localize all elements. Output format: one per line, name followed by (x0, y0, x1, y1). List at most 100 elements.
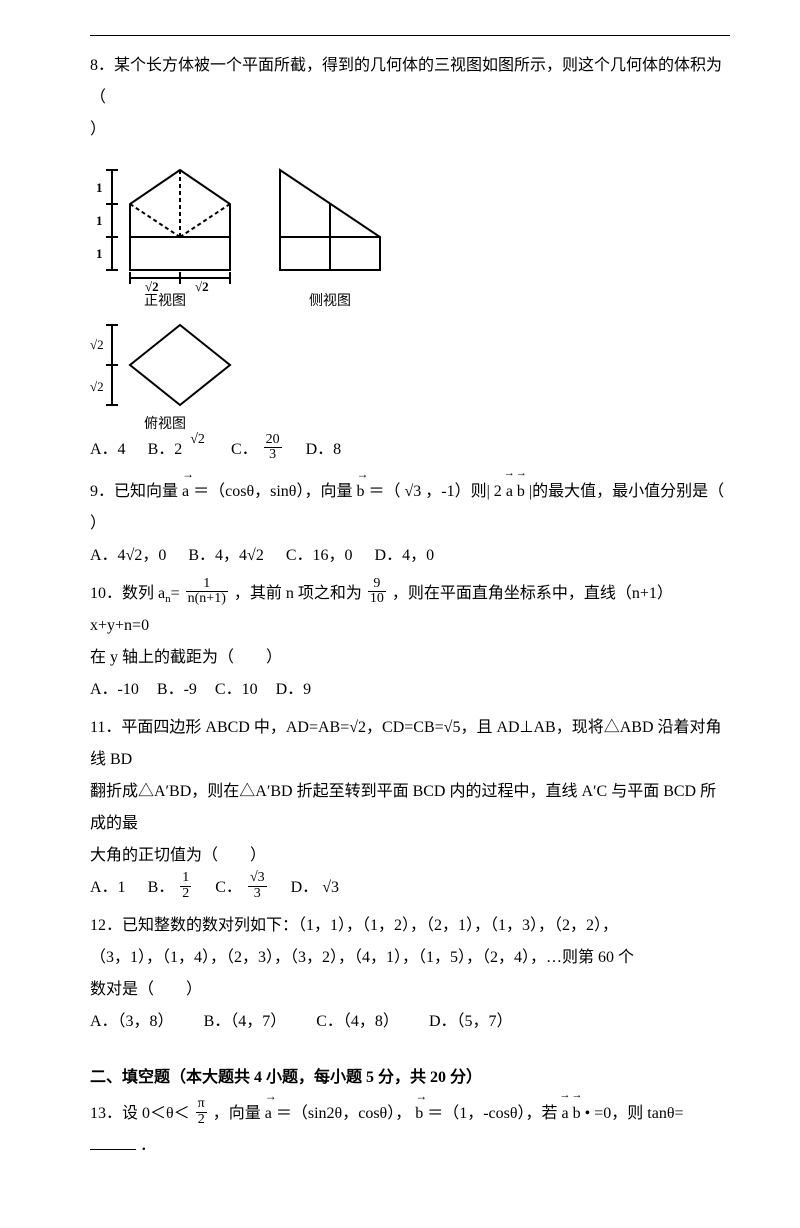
q11-c-pre: C． (215, 879, 242, 896)
q9-sqrt3: √3 (404, 483, 421, 500)
q9-line1: 9．已知向量 a ＝（cosθ，sinθ），向量 b ＝（ √3 ，-1）则| … (90, 472, 730, 508)
q11-sqrt5: √5 (444, 719, 461, 736)
q8-figures-row1: 1 1 1 √2 √2 正视图 (90, 152, 730, 311)
question-11: 11．平面四边形 ABCD 中，AD=AB=√2，CD=CB=√5，且 AD⊥A… (90, 712, 730, 904)
q10-d: D．9 (276, 681, 312, 698)
q13-vec-a: a (265, 1094, 272, 1130)
vec-b: b (356, 472, 364, 508)
q10-eq: = (171, 585, 180, 602)
question-8: 8．某个长方体被一个平面所截，得到的几何体的三视图如图所示，则这个几何体的体积为… (90, 50, 730, 466)
q11-sqrt2: √2 (349, 719, 366, 736)
dim-h1: 1 (96, 180, 103, 195)
q8-c-frac: 203 (262, 433, 284, 463)
q11-line3: 大角的正切值为（ ） (90, 840, 730, 872)
q12-options: A．（3，8） B．（4，7） C．（4，8） D．（5，7） (90, 1006, 730, 1038)
q9-a-pre: A．4 (90, 547, 126, 564)
dim-w2: √2 (195, 279, 209, 292)
q13-mid1: ，向量 (213, 1105, 261, 1122)
q9-options: A．4√2，0 B．4，4√2 C．16，0 D．4，0 (90, 540, 730, 572)
q12-a: A．（3，8） (90, 1013, 174, 1030)
q8-opt-b-pre: B．2 (148, 441, 183, 458)
q10-c: C．10 (215, 681, 258, 698)
q8-b-fig: √2 (188, 433, 207, 448)
question-9: 9．已知向量 a ＝（cosθ，sinθ），向量 b ＝（ √3 ，-1）则| … (90, 472, 730, 572)
vec-a: a (182, 472, 189, 508)
q12-line1: 12．已知整数的数对列如下：（1，1），（1，2），（2，1），（1，3），（2… (90, 910, 730, 942)
q11-l1b: ，CD=CB= (366, 719, 444, 736)
top-view-svg: √2 √2 (90, 315, 240, 415)
dim-h2: 1 (96, 213, 103, 228)
q11-a: A．1 (90, 879, 126, 896)
q12-line2: （3，1），（1，4），（2，3），（3，2），（4，1），（1，5），（2，4… (90, 942, 730, 974)
side-view-label: 侧视图 (270, 294, 390, 311)
q11-l1a: 11．平面四边形 ABCD 中，AD=AB= (90, 719, 349, 736)
header-rule (90, 35, 730, 36)
q12-c: C．（4，8） (316, 1013, 399, 1030)
q9-mid1: ＝（cosθ，sinθ），向量 (193, 483, 352, 500)
question-13: 13．设 0＜θ＜ π2 ，向量 a ＝（sin2θ，cosθ）， b ＝（1，… (90, 1094, 730, 1162)
section-2-title: 二、填空题（本大题共 4 小题，每小题 5 分，共 20 分） (90, 1062, 730, 1094)
q10-a: A．-10 (90, 681, 139, 698)
side-view: 侧视图 (270, 152, 390, 311)
q12-b: B．（4，7） (204, 1013, 287, 1030)
top-view-label: 俯视图 (90, 417, 240, 434)
q8-stem-line2: ） (90, 114, 730, 146)
q10-line2: 在 y 轴上的截距为（ ） (90, 642, 730, 674)
q10-mid1: ，其前 n 项之和为 (234, 585, 362, 602)
q11-line2: 翻折成△A′BD，则在△A′BD 折起至转到平面 BCD 内的过程中，直线 A′… (90, 776, 730, 840)
q13-pre: 13．设 0＜θ＜ (90, 1105, 190, 1122)
q13-tail: ． (140, 1137, 156, 1154)
spacer (90, 1044, 730, 1062)
q11-b-pre: B． (148, 879, 175, 896)
top-dim1: √2 (90, 337, 104, 352)
q11-line1: 11．平面四边形 ABCD 中，AD=AB=√2，CD=CB=√5，且 AD⊥A… (90, 712, 730, 776)
q13-vec-b: b (415, 1094, 423, 1130)
vec-ab: a b (506, 472, 525, 508)
q9-line2: ） (90, 508, 730, 540)
side-view-svg (270, 152, 390, 292)
q11-d-pre: D． (291, 879, 319, 896)
q11-b-frac: 12 (178, 871, 193, 901)
question-12: 12．已知整数的数对列如下：（1，1），（1，2），（2，1），（1，3），（2… (90, 910, 730, 1038)
front-view-label: 正视图 (90, 294, 240, 311)
q10-frac1: 1n(n+1) (184, 577, 230, 607)
q9-b-pre: B．4，4 (188, 547, 247, 564)
q8-stem-line1: 8．某个长方体被一个平面所截，得到的几何体的三视图如图所示，则这个几何体的体积为… (90, 50, 730, 114)
q10-options: A．-10 B．-9 C．10 D．9 (90, 674, 730, 706)
q10-pre: 10．数列 a (90, 585, 165, 602)
dim-w1: √2 (145, 279, 159, 292)
q9-b-fig: √2 (247, 547, 264, 564)
q9-d: D．4，0 (375, 547, 435, 564)
q12-d: D．（5，7） (429, 1013, 513, 1030)
q11-options: A．1 B． 12 C． √33 D． √3 (90, 872, 730, 904)
q13-mid4: • =0，则 tanθ= (585, 1105, 684, 1122)
dim-h3: 1 (96, 246, 103, 261)
q8-opt-a: A．4 (90, 441, 126, 458)
q13-mid3: ＝（1，-cosθ），若 (427, 1105, 557, 1122)
q9-c: C．16，0 (286, 547, 353, 564)
q9-mid4: |的最大值，最小值分别是（ (529, 483, 724, 500)
top-dim2: √2 (90, 379, 104, 394)
q10-line1: 10．数列 an= 1n(n+1) ，其前 n 项之和为 910 ，则在平面直角… (90, 578, 730, 642)
q11-c-frac: √33 (246, 871, 269, 901)
q13-blank[interactable] (90, 1133, 136, 1150)
q10-frac2: 910 (366, 577, 388, 607)
q9-a-fig: √2 (126, 547, 143, 564)
q11-d-fig: √3 (322, 879, 339, 896)
top-view: √2 √2 俯视图 (90, 315, 730, 434)
page: 8．某个长方体被一个平面所截，得到的几何体的三视图如图所示，则这个几何体的体积为… (0, 0, 800, 1228)
front-view: 1 1 1 √2 √2 正视图 (90, 152, 240, 311)
q9-a-post: ，0 (142, 547, 166, 564)
q12-line3: 数对是（ ） (90, 974, 730, 1006)
question-10: 10．数列 an= 1n(n+1) ，其前 n 项之和为 910 ，则在平面直角… (90, 578, 730, 706)
q9-pre: 9．已知向量 (90, 483, 178, 500)
q8-opt-c-pre: C． (231, 441, 258, 458)
q13-mid2: ＝（sin2θ，cosθ）， (276, 1105, 411, 1122)
q8-opt-d: D．8 (306, 441, 342, 458)
q13-vec-ab: a b (562, 1094, 581, 1130)
front-view-svg: 1 1 1 √2 √2 (90, 152, 240, 292)
q13-frac: π2 (194, 1097, 209, 1127)
q10-b: B．-9 (157, 681, 197, 698)
q9-mid2: ＝（ (368, 483, 400, 500)
q9-mid3: ，-1）则| 2 (425, 483, 502, 500)
